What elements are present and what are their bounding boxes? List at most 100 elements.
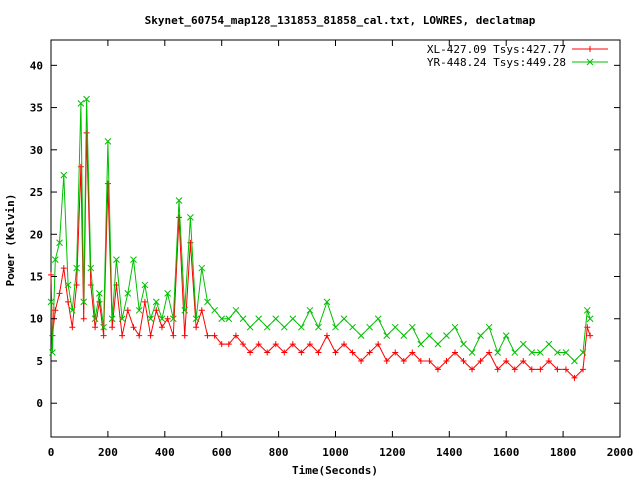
data-point [528, 366, 535, 373]
data-point [502, 332, 510, 339]
data-point [494, 366, 501, 373]
data-point [218, 315, 226, 323]
data-point [100, 323, 107, 331]
series-0 [48, 129, 594, 381]
data-point [198, 307, 205, 314]
data-point [181, 332, 188, 339]
data-point [486, 349, 493, 356]
data-point [130, 256, 137, 263]
data-point [408, 323, 416, 331]
data-point [255, 341, 262, 348]
x-tick-label: 200 [98, 446, 118, 459]
data-point [426, 357, 433, 364]
legend-marker [587, 46, 593, 52]
data-point [91, 315, 99, 323]
data-point [562, 349, 570, 356]
data-point [193, 324, 200, 331]
data-point [554, 349, 561, 356]
data-point [176, 214, 183, 221]
data-point [571, 374, 578, 381]
data-point [409, 349, 416, 356]
data-point [503, 357, 510, 364]
data-point [211, 332, 218, 339]
data-point [263, 323, 271, 331]
x-tick-label: 2000 [607, 446, 634, 459]
x-tick-label: 1200 [379, 446, 406, 459]
x-tick-label: 0 [48, 446, 55, 459]
data-point [108, 315, 116, 323]
data-point [434, 366, 441, 373]
data-point [147, 315, 154, 323]
data-point [60, 171, 68, 179]
data-point [218, 341, 225, 348]
data-point [520, 357, 527, 364]
data-point [306, 306, 314, 314]
data-point [49, 349, 56, 356]
data-point [232, 306, 240, 314]
data-point [204, 332, 211, 339]
data-point [65, 298, 72, 305]
data-point [383, 332, 391, 339]
data-point [400, 357, 407, 364]
data-point [494, 349, 502, 356]
data-point [349, 323, 356, 331]
data-point [383, 357, 390, 364]
data-point [511, 366, 518, 373]
data-point [417, 357, 424, 364]
data-point [164, 315, 171, 322]
data-point [451, 349, 458, 356]
data-point [358, 357, 365, 364]
data-point [247, 349, 254, 356]
data-point [56, 290, 63, 297]
data-point [141, 281, 149, 289]
x-axis-label: Time(Seconds) [292, 464, 378, 477]
data-point [340, 315, 348, 323]
data-point [136, 332, 143, 339]
legend-marker [586, 58, 594, 66]
data-point [469, 366, 476, 373]
x-axis-ticks: 0 200 400 600 800 1000 1200 1400 1600 1800 2000 [48, 40, 634, 459]
data-point [60, 265, 67, 272]
data-point [554, 366, 561, 373]
data-point [400, 332, 408, 339]
data-point [264, 349, 271, 356]
data-point [391, 323, 399, 331]
data-point [306, 341, 313, 348]
data-point [181, 306, 189, 314]
data-point [281, 349, 288, 356]
series-layer [47, 95, 594, 381]
x-tick-label: 400 [155, 446, 175, 459]
data-point [298, 349, 305, 356]
legend-label-xl: XL-427.09 Tsys:427.77 [427, 43, 566, 56]
data-point [158, 315, 166, 323]
data-point [562, 366, 569, 373]
data-point [545, 357, 552, 364]
data-point [198, 264, 206, 272]
data-point [323, 332, 330, 339]
data-point [141, 298, 148, 305]
data-point [124, 290, 132, 297]
data-point [204, 298, 211, 306]
data-point [366, 323, 373, 331]
data-point [113, 256, 120, 263]
data-point [104, 138, 112, 145]
legend-entry-yr: YR-448.24 Tsys:449.28 [427, 56, 608, 69]
data-point [375, 341, 382, 348]
data-point [468, 349, 476, 356]
x-tick-label: 800 [269, 446, 289, 459]
y-tick-label: 0 [36, 397, 43, 410]
data-point [80, 315, 87, 322]
data-point [272, 315, 280, 323]
legend-entry-xl: XL-427.09 Tsys:427.77 [427, 43, 608, 56]
data-point [477, 332, 484, 339]
data-point [477, 357, 484, 364]
y-tick-label: 15 [30, 271, 43, 284]
x-tick-label: 1000 [322, 446, 349, 459]
data-point [280, 323, 288, 331]
data-point [289, 315, 297, 323]
data-point [96, 298, 103, 305]
x-tick-label: 1600 [493, 446, 520, 459]
data-point [536, 349, 544, 356]
y-axis-ticks: 0 5 10 15 20 25 30 35 40 [30, 59, 620, 410]
data-point [545, 340, 553, 348]
